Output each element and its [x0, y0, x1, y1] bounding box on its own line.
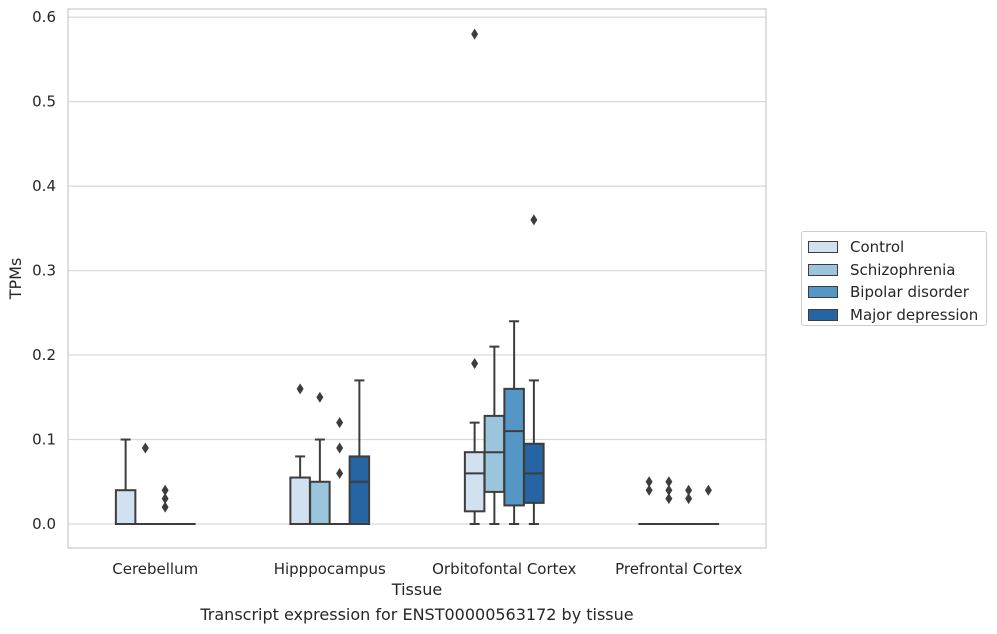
- outlier-point: [665, 493, 673, 505]
- y-tick-label: 0.1: [32, 431, 56, 449]
- legend-swatch: [808, 241, 838, 254]
- box: [309, 480, 331, 526]
- outlier-point: [685, 493, 693, 505]
- x-tick-label: Hipppocampus: [274, 560, 386, 578]
- box: [463, 451, 486, 513]
- legend-item: Control: [808, 236, 986, 259]
- box: [483, 414, 506, 493]
- chart-caption: Transcript expression for ENST0000056317…: [200, 605, 634, 624]
- y-tick-label: 0.5: [32, 93, 56, 111]
- y-tick-label: 0.0: [32, 515, 56, 533]
- outlier-point: [471, 358, 479, 370]
- x-tick-label: Orbitofontal Cortex: [432, 560, 576, 578]
- box: [348, 455, 371, 526]
- legend-swatch: [808, 263, 838, 276]
- legend: Control Schizophrenia Bipolar disorder Majo…: [801, 231, 987, 326]
- y-tick-labels: 0.0 0.1 0.2 0.3 0.4 0.5 0.6: [32, 8, 56, 533]
- legend-item: Schizophrenia: [808, 259, 986, 282]
- y-tick-label: 0.4: [32, 177, 56, 195]
- outlier-point: [161, 501, 169, 513]
- outlier-point: [704, 484, 712, 496]
- outlier-point: [296, 383, 304, 395]
- outlier-point: [645, 484, 653, 496]
- y-axis-label: TPMs: [6, 258, 25, 301]
- outlier-point: [141, 442, 149, 454]
- series-control: [114, 28, 660, 526]
- y-tick-label: 0.2: [32, 346, 56, 364]
- x-tick-label: Prefrontal Cortex: [615, 560, 742, 578]
- legend-swatch: [808, 286, 838, 299]
- x-tick-labels: Cerebellum Hipppocampus Orbitofontal Corte…: [112, 560, 742, 578]
- series-major-depression: [174, 214, 720, 526]
- outlier-point: [645, 476, 653, 488]
- box: [503, 387, 525, 507]
- plot-frame: [67, 8, 767, 549]
- grid-lines: [68, 16, 766, 525]
- box: [289, 476, 311, 526]
- box-series: [114, 28, 720, 526]
- legend-swatch: [808, 308, 838, 321]
- legend-label: Schizophrenia: [850, 260, 956, 279]
- outlier-point: [530, 214, 538, 226]
- outlier-point: [471, 28, 479, 40]
- x-tick-label: Cerebellum: [112, 560, 198, 578]
- series-schizophrenia: [134, 345, 680, 526]
- y-tick-label: 0.6: [32, 8, 56, 26]
- legend-label: Control: [850, 238, 905, 257]
- outlier-point: [316, 391, 324, 403]
- legend-label: Bipolar disorder: [850, 283, 969, 302]
- legend-item: Bipolar disorder: [808, 281, 986, 304]
- outlier-point: [336, 417, 344, 429]
- y-tick-label: 0.3: [32, 262, 56, 280]
- outlier-point: [665, 476, 673, 488]
- outlier-point: [685, 484, 693, 496]
- outlier-point: [336, 442, 344, 454]
- legend-item: Major depression: [808, 304, 986, 327]
- series-bipolar-disorder: [154, 320, 700, 526]
- legend-label: Major depression: [850, 305, 979, 324]
- outlier-point: [161, 493, 169, 505]
- x-axis-label: Tissue: [391, 580, 442, 599]
- outlier-point: [665, 484, 673, 496]
- box: [114, 489, 137, 526]
- outlier-point: [161, 484, 169, 496]
- outlier-point: [336, 467, 344, 479]
